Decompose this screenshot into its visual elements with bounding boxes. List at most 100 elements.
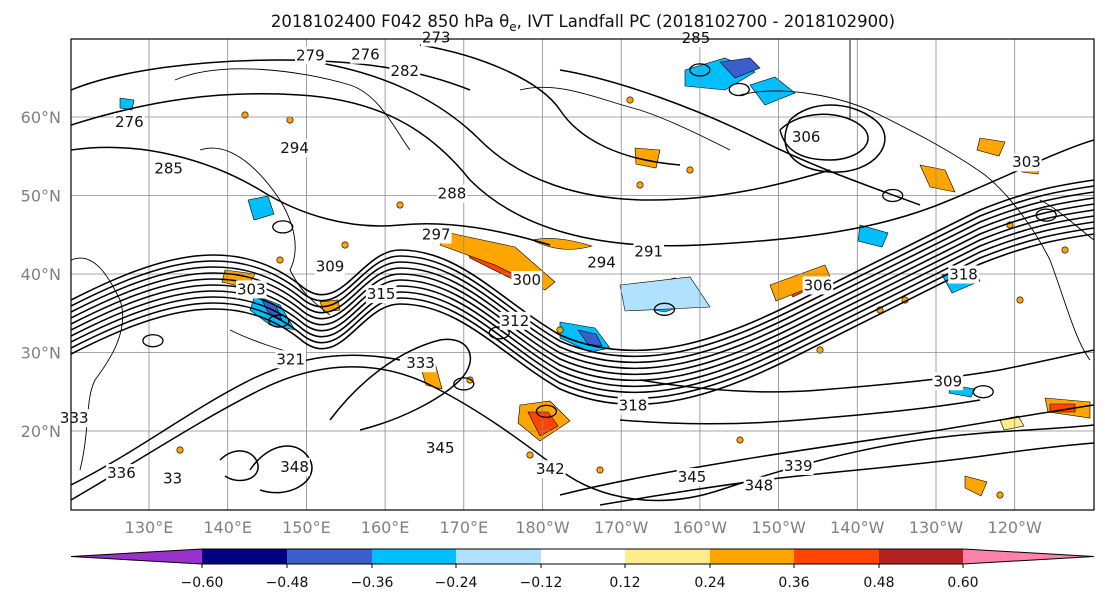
anomaly-patch bbox=[531, 238, 594, 250]
theta-e-contour bbox=[219, 450, 259, 482]
theta-e-contour bbox=[299, 59, 831, 201]
anomaly-dot bbox=[286, 116, 294, 124]
colorbar-segment bbox=[963, 549, 1094, 564]
anomaly-dot bbox=[596, 466, 604, 474]
colorbar-segment bbox=[202, 549, 287, 564]
contour-label-bg bbox=[802, 276, 834, 295]
title-subscript: e bbox=[509, 20, 516, 34]
contour-feature bbox=[972, 385, 994, 399]
title-text: 2018102400 F042 850 hPa θ bbox=[271, 12, 509, 31]
colorbar-tick-label: 0.24 bbox=[694, 575, 725, 591]
contour-label: 309 bbox=[933, 372, 962, 390]
chart-title: 2018102400 F042 850 hPa θe, IVT Landfall… bbox=[271, 12, 895, 34]
contour-label-bg bbox=[314, 257, 346, 276]
theta-e-contour bbox=[71, 191, 1094, 364]
theta-e-contour bbox=[71, 215, 1094, 388]
contour-label: 333 bbox=[406, 354, 435, 372]
anomaly-dot bbox=[736, 436, 744, 444]
contour-feature bbox=[272, 220, 294, 234]
anomaly-patch bbox=[634, 147, 661, 169]
theta-e-contour bbox=[71, 354, 401, 486]
contour-feature bbox=[1035, 208, 1057, 222]
contour-label-bg bbox=[420, 225, 452, 244]
coastline bbox=[519, 86, 731, 151]
colorbar-segment bbox=[456, 549, 541, 564]
contour-label: 273 bbox=[422, 28, 451, 46]
anomaly-dot bbox=[276, 256, 284, 264]
anomaly-dot bbox=[1016, 296, 1024, 304]
contour-feature bbox=[453, 377, 475, 391]
contour-label-bg bbox=[1011, 153, 1042, 172]
lon-label: 150°W bbox=[751, 518, 806, 537]
anomaly-patch bbox=[964, 475, 988, 497]
contour-label: 291 bbox=[634, 243, 663, 261]
map-frame bbox=[70, 38, 1095, 511]
colorbar-tick-label: −0.24 bbox=[435, 575, 478, 591]
contour-label: 309 bbox=[316, 258, 345, 276]
contour-label-bg bbox=[586, 253, 617, 272]
theta-e-contour bbox=[71, 209, 1094, 382]
contour-label: 333 bbox=[60, 409, 89, 427]
anomaly-patch bbox=[719, 57, 761, 79]
colorbar-segment bbox=[287, 549, 372, 564]
contour-label-bg bbox=[633, 242, 665, 261]
contour-label-bg bbox=[680, 29, 712, 48]
contour-label-bg bbox=[389, 62, 421, 81]
anomaly-dot bbox=[636, 181, 644, 189]
anomaly-patch bbox=[857, 224, 889, 248]
anomaly-dot bbox=[816, 346, 824, 354]
contour-label: 33 bbox=[163, 470, 182, 488]
contour-label: 300 bbox=[512, 271, 541, 289]
lat-label: 40°N bbox=[21, 265, 61, 284]
contour-label: 306 bbox=[804, 276, 833, 294]
contour-feature bbox=[142, 334, 164, 348]
contour-feature bbox=[689, 63, 711, 77]
theta-e-contour bbox=[559, 69, 921, 206]
lon-label: 180°W bbox=[515, 518, 570, 537]
contour-label-bg bbox=[932, 372, 964, 391]
contour-label: 285 bbox=[154, 160, 183, 178]
contour-label-bg bbox=[275, 350, 306, 369]
contour-label-bg bbox=[235, 280, 267, 299]
anomaly-dot bbox=[176, 446, 184, 454]
lon-label: 140°E bbox=[203, 518, 252, 537]
theta-e-contour bbox=[619, 399, 981, 425]
contour-label: 294 bbox=[280, 139, 309, 157]
contour-label: 303 bbox=[1012, 153, 1041, 171]
anomaly-fill-layer bbox=[119, 57, 1091, 499]
lon-label: 120°W bbox=[988, 518, 1043, 537]
theta-e-contour bbox=[419, 44, 681, 166]
lon-label: 170°E bbox=[439, 518, 488, 537]
lon-label: 150°E bbox=[282, 518, 331, 537]
colorbar-tick-label: 0.48 bbox=[863, 575, 894, 591]
lon-label: 130°E bbox=[125, 518, 174, 537]
contour-label: 276 bbox=[351, 46, 380, 64]
anomaly-dot bbox=[996, 491, 1004, 499]
contour-label-bg bbox=[420, 28, 452, 47]
lon-label: 170°W bbox=[594, 518, 649, 537]
contour-label: 279 bbox=[296, 46, 325, 64]
colorbar-tick-label: −0.48 bbox=[266, 575, 309, 591]
map-area: 273 279 276 282 276 294 285 288 297 294 291 300 309 3… bbox=[58, 28, 1095, 511]
colorbar-tick-label: −0.36 bbox=[351, 575, 394, 591]
lat-label: 50°N bbox=[21, 187, 61, 206]
anomaly-dot bbox=[341, 241, 349, 249]
coastline bbox=[739, 90, 1091, 361]
contour-label: 345 bbox=[426, 439, 455, 457]
contour-labels: 273 279 276 282 276 294 285 288 297 294 291 300 309 3… bbox=[58, 28, 1042, 495]
lon-label: 130°W bbox=[909, 518, 964, 537]
contour-label: 339 bbox=[784, 457, 813, 475]
contour-label: 348 bbox=[280, 458, 309, 476]
contour-feature bbox=[653, 302, 676, 316]
contour-label: 303 bbox=[237, 280, 266, 298]
theta-e-contour bbox=[71, 203, 1094, 376]
colorbar-segment bbox=[541, 549, 625, 564]
contour-label-bg bbox=[499, 311, 531, 330]
contour-feature bbox=[882, 188, 904, 203]
contour-label-bg bbox=[436, 184, 468, 203]
colorbar-segment bbox=[794, 549, 879, 564]
contour-label: 276 bbox=[115, 113, 144, 131]
title-rest: , IVT Landfall PC (2018102700 - 20181029… bbox=[517, 12, 896, 31]
longitude-labels: 130°E 140°E 150°E 160°E 170°E 180°W 170°W 160°W… bbox=[125, 518, 1042, 537]
